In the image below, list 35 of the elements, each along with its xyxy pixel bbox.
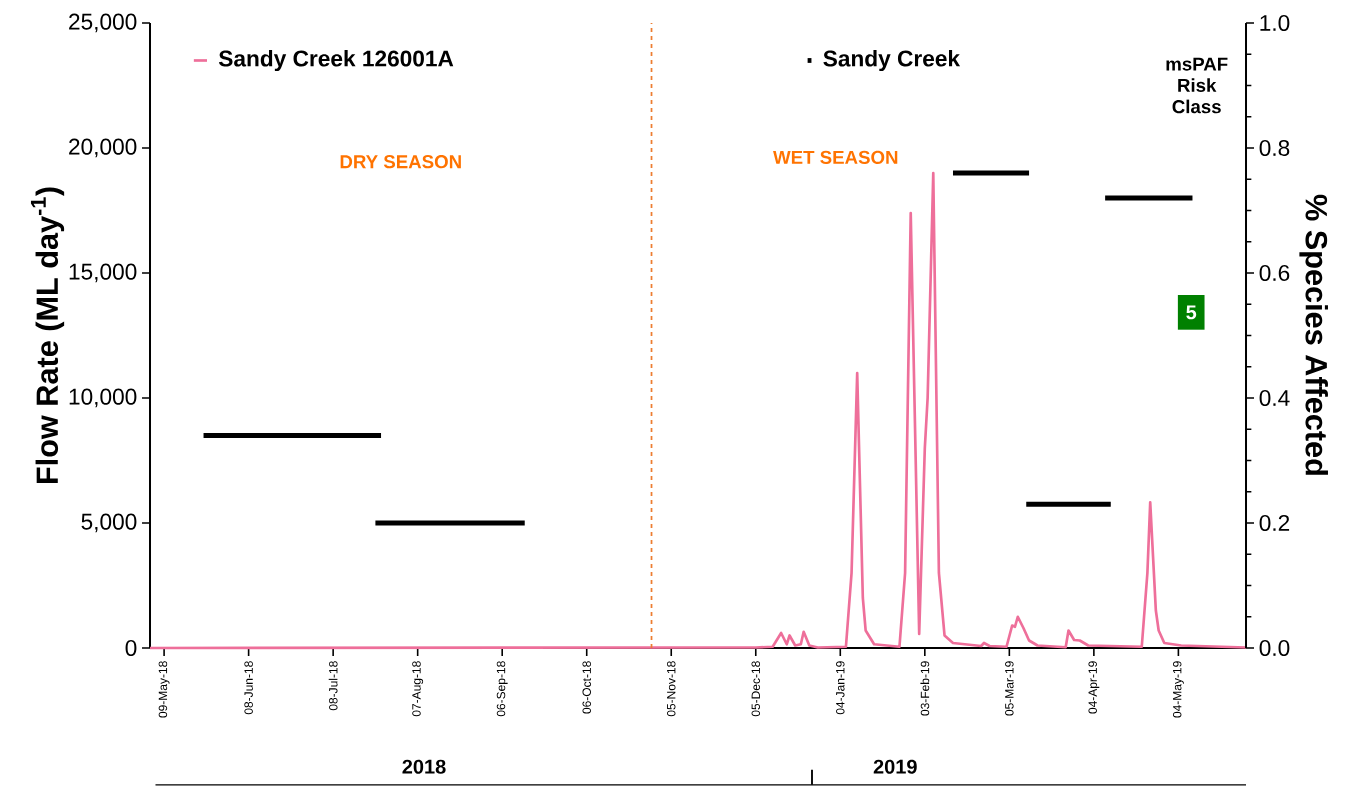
y-tick-label: 5,000 bbox=[81, 513, 137, 533]
annotation: 5 bbox=[1186, 305, 1197, 320]
x-tick-label: 07-Aug-18 bbox=[412, 661, 424, 717]
y-tick-label: 25,000 bbox=[69, 13, 137, 33]
x-tick-label: 08-Jul-18 bbox=[328, 661, 338, 711]
x-tick-label: 03-Feb-19 bbox=[920, 661, 930, 716]
x-tick-label: 04-Apr-19 bbox=[1088, 661, 1100, 714]
x-tick-label: 08-Jun-18 bbox=[244, 661, 253, 715]
x-tick-label: 05-Mar-19 bbox=[1005, 661, 1014, 716]
y2-axis-title: % Species Affected bbox=[1299, 194, 1328, 475]
x-tick-label: 06-Oct-18 bbox=[582, 661, 591, 714]
y-axis-title: Flow Rate (ML day$^{-1}$) bbox=[30, 187, 65, 484]
x-tick-label: 06-Sep-18 bbox=[496, 661, 508, 717]
x-tick-label: 04-May-19 bbox=[1172, 661, 1184, 718]
annotation: DRY SEASON bbox=[340, 155, 461, 169]
text: 2019 bbox=[873, 759, 917, 774]
x-tick-label: 05-Nov-18 bbox=[666, 661, 676, 717]
y2-tick-label: 0.2 bbox=[1259, 514, 1290, 532]
y2-tick-label: 1.0 bbox=[1260, 14, 1290, 32]
x-tick-label: 04-Jan-19 bbox=[836, 661, 845, 715]
annotation: WET SEASON bbox=[773, 150, 898, 164]
x-tick-label: 09-May-18 bbox=[158, 661, 170, 718]
y-tick-label: 20,000 bbox=[69, 138, 137, 158]
y2-tick-label: 0.8 bbox=[1259, 139, 1290, 157]
y2-tick-label: 0.6 bbox=[1259, 264, 1290, 282]
legend-label: Sandy Creek bbox=[823, 49, 961, 72]
y-tick-label: 15,000 bbox=[69, 263, 137, 283]
x-tick-label: 05-Dec-18 bbox=[751, 661, 761, 717]
y-tick-label: 10,000 bbox=[69, 388, 137, 408]
y2-tick-label: 0.0 bbox=[1259, 639, 1290, 657]
annotation: msPAF Risk Class bbox=[1166, 57, 1228, 114]
legend-label: Sandy Creek 126001A bbox=[218, 49, 454, 72]
text: 2018 bbox=[402, 759, 446, 774]
y-tick-label: 0 bbox=[125, 639, 137, 657]
y2-tick-label: 0.4 bbox=[1259, 389, 1290, 407]
